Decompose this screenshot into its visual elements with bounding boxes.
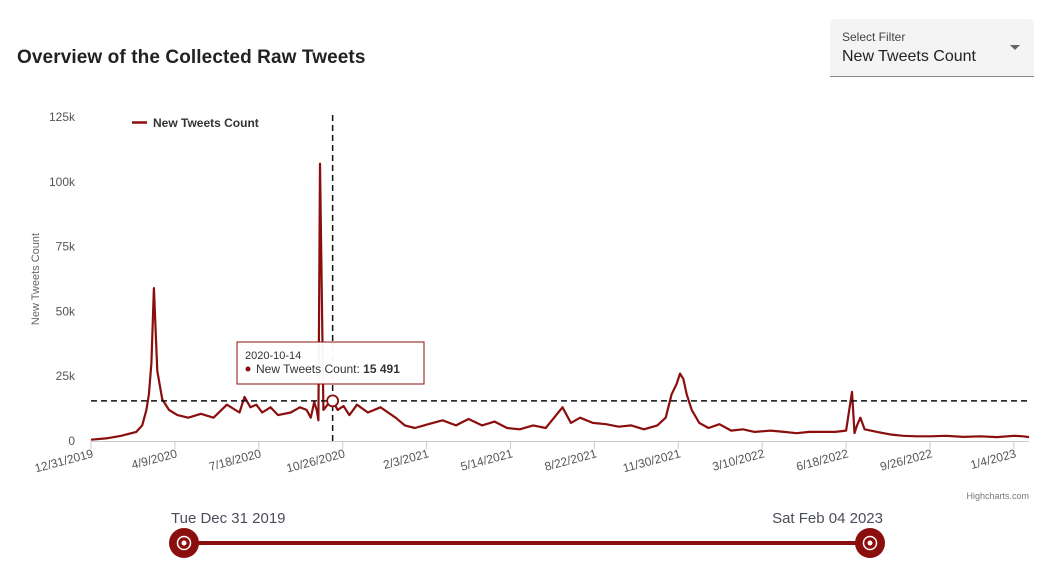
filter-label: Select Filter — [842, 30, 906, 44]
credits-link[interactable]: Highcharts.com — [966, 491, 1029, 501]
range-start-label: Tue Dec 31 2019 — [171, 510, 286, 527]
series-layer — [90, 162, 1030, 441]
y-tick-label: 0 — [68, 434, 75, 448]
y-tick-label: 125k — [49, 110, 76, 124]
y-axis: 0 25k 50k 75k 100k 125k — [49, 110, 76, 448]
legend-item-label[interactable]: New Tweets Count — [153, 116, 259, 130]
tooltip-series-dot — [245, 366, 251, 372]
y-tick-label: 25k — [56, 369, 76, 383]
x-tick-label: 4/9/2020 — [130, 446, 179, 472]
x-tick-label: 10/26/2020 — [285, 446, 347, 475]
x-tick-label: 1/4/2023 — [969, 446, 1018, 472]
crosshair — [91, 115, 1029, 441]
x-tick-label: 9/26/2022 — [879, 446, 935, 473]
x-tick-label: 5/14/2021 — [459, 446, 515, 473]
tooltip-series-text: New Tweets Count: 15 491 — [256, 362, 400, 376]
hover-marker — [326, 394, 340, 408]
x-tick-label: 12/31/2019 — [33, 446, 95, 475]
legend[interactable]: New Tweets Count — [132, 116, 259, 130]
series-line — [90, 162, 1030, 441]
range-handle-start[interactable] — [169, 528, 199, 558]
tooltip-date: 2020-10-14 — [245, 350, 301, 362]
x-tick-label: 7/18/2020 — [207, 446, 263, 473]
x-tick-label: 8/22/2021 — [543, 446, 599, 473]
handle-dot[interactable] — [867, 540, 873, 546]
handle-dot[interactable] — [181, 540, 187, 546]
x-tick-label: 11/30/2021 — [621, 446, 682, 475]
range-handle-end[interactable] — [855, 528, 885, 558]
page-title: Overview of the Collected Raw Tweets — [17, 47, 366, 68]
dropdown-arrow-icon[interactable] — [1010, 45, 1020, 50]
range-selector: Tue Dec 31 2019 Sat Feb 04 2023 — [169, 510, 885, 558]
y-axis-title: New Tweets Count — [30, 233, 42, 325]
handle-ring[interactable] — [176, 535, 192, 551]
handle-ring[interactable] — [862, 535, 878, 551]
tooltip-box — [236, 341, 425, 385]
range-end-label: Sat Feb 04 2023 — [772, 510, 883, 527]
x-tick-label: 2/3/2021 — [382, 446, 431, 472]
y-tick-label: 75k — [56, 240, 76, 254]
filter-value: New Tweets Count — [842, 48, 976, 65]
filter-select[interactable]: Select Filter New Tweets Count — [830, 19, 1034, 77]
x-tick-label: 6/18/2022 — [795, 446, 851, 473]
x-axis: 12/31/2019 4/9/2020 7/18/2020 10/26/2020 2/3… — [33, 441, 1029, 475]
tooltip-value: 15 491 — [363, 362, 400, 376]
x-tick-label: 3/10/2022 — [711, 446, 767, 473]
tooltip-series-name: New Tweets Count: — [256, 362, 363, 376]
y-tick-label: 100k — [49, 175, 76, 189]
y-tick-label: 50k — [56, 304, 76, 318]
